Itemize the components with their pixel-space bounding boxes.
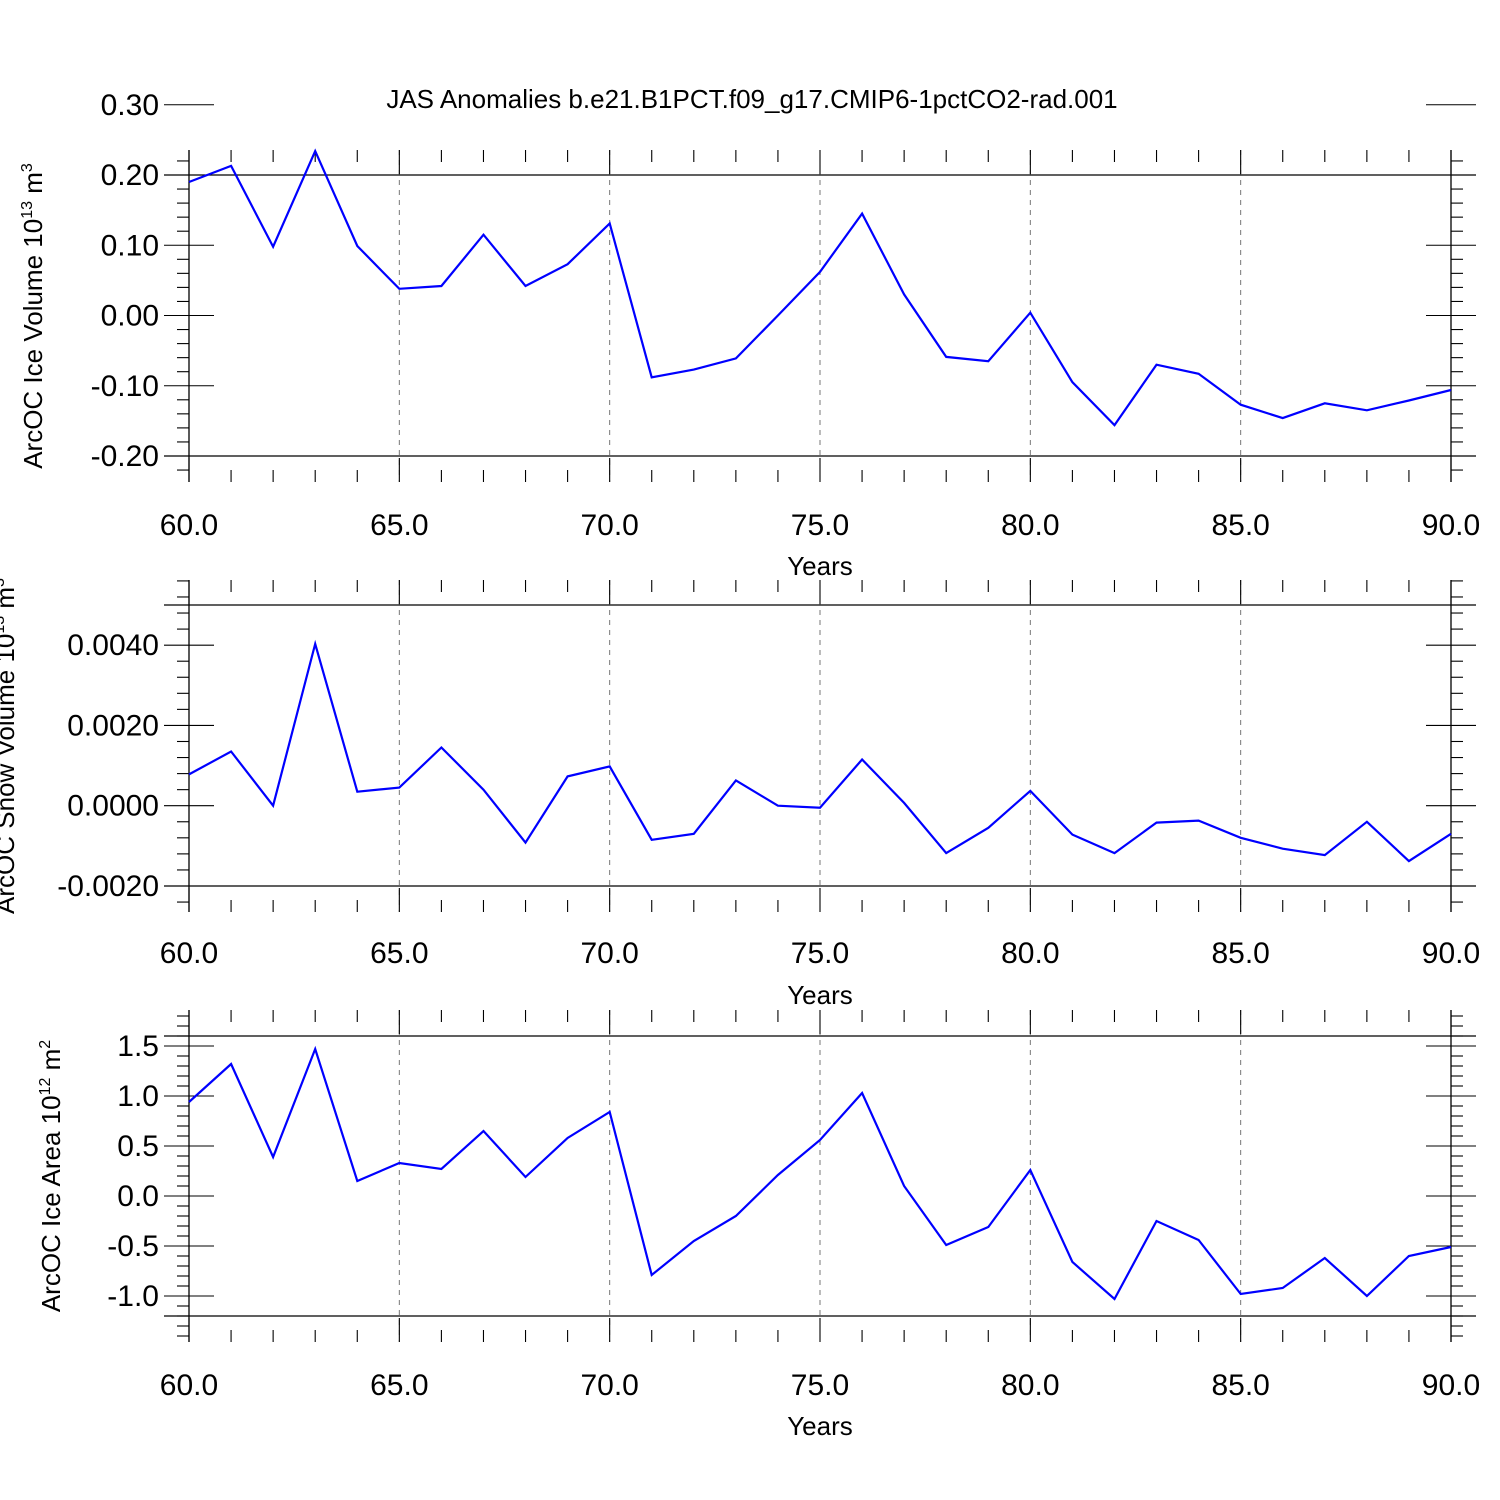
x-tick-label: 80.0 <box>1001 509 1059 542</box>
x-tick-label: 65.0 <box>370 509 428 542</box>
y-axis-label: ArcOC Snow Volume 1013 m3 <box>0 578 20 914</box>
x-tick-label: 70.0 <box>580 1369 638 1402</box>
x-axis-label: Years <box>787 1411 853 1441</box>
panel-1: -0.20 -0.10 0.00 0.10 0.20 0.30 60.0 65.0 70.0 75… <box>18 89 1480 581</box>
x-tick-label: 60.0 <box>160 509 218 542</box>
y-tick-label: -1.0 <box>107 1280 159 1313</box>
y-tick-label: -0.0020 <box>57 870 159 903</box>
x-tick-label: 85.0 <box>1211 937 1269 970</box>
x-tick-label: 90.0 <box>1422 509 1480 542</box>
y-tick-label: 0.0020 <box>67 709 159 742</box>
x-tick-label: 80.0 <box>1001 1369 1059 1402</box>
x-tick-label: 70.0 <box>580 937 638 970</box>
x-tick-label: 65.0 <box>370 937 428 970</box>
y-tick-label: -0.10 <box>91 370 159 403</box>
y-tick-label: 1.0 <box>117 1080 159 1113</box>
x-tick-label: 70.0 <box>580 509 638 542</box>
chart-title: JAS Anomalies b.e21.B1PCT.f09_g17.CMIP6-… <box>386 84 1117 114</box>
x-tick-label: 90.0 <box>1422 1369 1480 1402</box>
x-tick-label: 75.0 <box>791 937 849 970</box>
x-tick-label: 75.0 <box>791 1369 849 1402</box>
panels: -0.20 -0.10 0.00 0.10 0.20 0.30 60.0 65.0 70.0 75… <box>0 89 1480 1441</box>
y-axis-label: ArcOC Ice Area 1012 m2 <box>36 1040 66 1312</box>
y-tick-label: 0.00 <box>101 300 159 333</box>
series-line <box>188 1045 1452 1301</box>
x-tick-label: 90.0 <box>1422 937 1480 970</box>
y-tick-label: 0.10 <box>101 229 159 262</box>
x-axis-label: Years <box>787 980 853 1010</box>
x-tick-label: 65.0 <box>370 1369 428 1402</box>
y-tick-label: 0.0000 <box>67 790 159 823</box>
x-axis-label: Years <box>787 551 853 581</box>
x-tick-label: 85.0 <box>1211 1369 1269 1402</box>
x-tick-label: 60.0 <box>160 1369 218 1402</box>
y-tick-label: -0.5 <box>107 1230 159 1263</box>
y-tick-label: 0.5 <box>117 1130 159 1163</box>
y-axis-label: ArcOC Ice Volume 1013 m3 <box>18 163 48 469</box>
series-line <box>188 148 1452 427</box>
y-tick-label: 0.30 <box>101 89 159 122</box>
panel-2: -0.0020 0.0000 0.0020 0.0040 60.0 65.0 70.0 75.… <box>0 578 1480 1010</box>
x-tick-label: 85.0 <box>1211 509 1269 542</box>
x-tick-label: 75.0 <box>791 509 849 542</box>
x-tick-label: 80.0 <box>1001 937 1059 970</box>
series-line <box>188 639 1452 863</box>
y-tick-label: 1.5 <box>117 1030 159 1063</box>
y-tick-label: 0.20 <box>101 159 159 192</box>
y-tick-label: 0.0040 <box>67 629 159 662</box>
y-tick-label: -0.20 <box>91 440 159 473</box>
panel-3: -1.0 -0.5 0.0 0.5 1.0 1.5 60.0 65.0 70.0 75.0 80.0… <box>36 1010 1480 1441</box>
y-tick-label: 0.0 <box>117 1180 159 1213</box>
x-tick-label: 60.0 <box>160 937 218 970</box>
